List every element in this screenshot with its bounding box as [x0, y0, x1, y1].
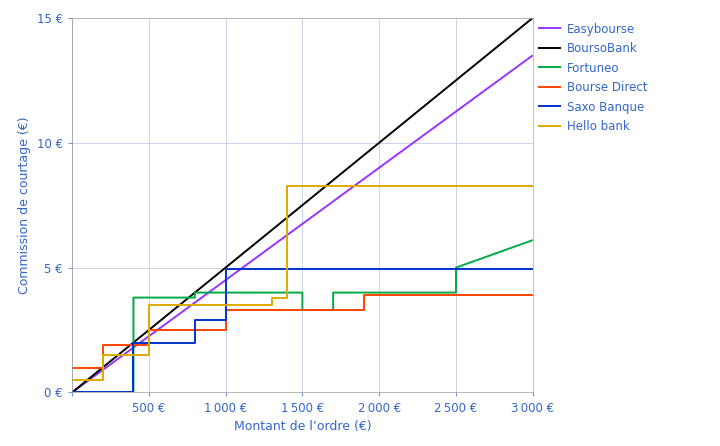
Fortuneo	[528, 237, 537, 243]
Saxo Banque	[528, 266, 537, 272]
Saxo Banque	[129, 340, 138, 345]
Bourse Direct	[145, 327, 153, 333]
Fortuneo	[191, 295, 199, 300]
Bourse Direct	[99, 365, 107, 371]
Bourse Direct	[528, 293, 537, 298]
Fortuneo	[329, 290, 338, 295]
Legend: Easybourse, BoursoBank, Fortuneo, Bourse Direct, Saxo Banque, Hello bank: Easybourse, BoursoBank, Fortuneo, Bourse…	[533, 18, 652, 138]
Fortuneo	[298, 290, 307, 295]
Fortuneo	[451, 290, 460, 295]
Fortuneo	[298, 307, 307, 313]
Line: Bourse Direct: Bourse Direct	[72, 295, 533, 368]
Fortuneo	[451, 265, 460, 270]
Hello bank	[145, 352, 153, 358]
Fortuneo	[129, 390, 138, 395]
Hello bank	[99, 352, 107, 358]
Bourse Direct	[68, 365, 76, 371]
Y-axis label: Commission de courtage (€): Commission de courtage (€)	[18, 116, 31, 294]
Hello bank	[68, 377, 76, 383]
Fortuneo	[191, 290, 199, 295]
Hello bank	[283, 295, 292, 300]
Hello bank	[267, 302, 276, 308]
Line: Hello bank: Hello bank	[72, 186, 533, 380]
Saxo Banque	[191, 340, 199, 345]
Hello bank	[267, 295, 276, 300]
Line: Saxo Banque: Saxo Banque	[72, 269, 533, 392]
Saxo Banque	[129, 390, 138, 395]
Hello bank	[528, 184, 537, 189]
Saxo Banque	[221, 266, 230, 272]
Hello bank	[283, 184, 292, 189]
Saxo Banque	[191, 318, 199, 323]
Hello bank	[145, 302, 153, 308]
Fortuneo	[329, 307, 338, 313]
Bourse Direct	[145, 343, 153, 348]
Hello bank	[99, 377, 107, 383]
Bourse Direct	[99, 343, 107, 348]
Saxo Banque	[221, 318, 230, 323]
Bourse Direct	[359, 293, 368, 298]
Fortuneo	[129, 295, 138, 300]
Bourse Direct	[359, 307, 368, 313]
Line: Fortuneo: Fortuneo	[72, 240, 533, 392]
Saxo Banque	[451, 266, 460, 272]
Saxo Banque	[451, 266, 460, 272]
Bourse Direct	[221, 307, 230, 313]
Fortuneo	[68, 390, 76, 395]
Bourse Direct	[221, 327, 230, 333]
Saxo Banque	[68, 390, 76, 395]
X-axis label: Montant de l’ordre (€): Montant de l’ordre (€)	[233, 420, 372, 433]
